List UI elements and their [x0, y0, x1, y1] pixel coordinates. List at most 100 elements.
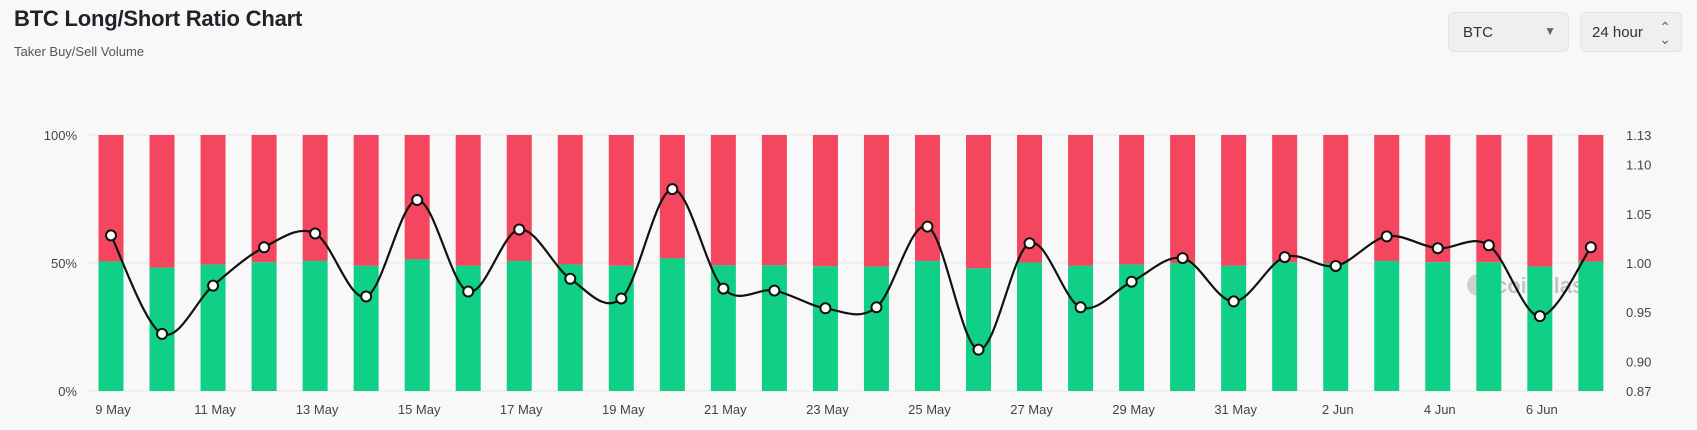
ratio-point — [1482, 239, 1495, 252]
ratio-point — [972, 343, 985, 356]
y-right-tick-label: 1.10 — [1626, 158, 1651, 173]
y-left-tick-label: 0% — [58, 384, 77, 399]
ratio-point — [768, 284, 781, 297]
x-tick-label: 15 May — [398, 402, 441, 417]
ratio-point — [1533, 310, 1546, 323]
long-bar — [966, 268, 992, 391]
x-tick-label: 31 May — [1214, 402, 1257, 417]
asset-select[interactable]: BTC ▼ — [1448, 12, 1569, 52]
y-right-tick-label: 0.90 — [1626, 354, 1651, 369]
x-tick-label: 6 Jun — [1526, 402, 1558, 417]
chart-subtitle: Taker Buy/Sell Volume — [14, 44, 145, 59]
ratio-point — [156, 327, 169, 340]
ratio-point — [105, 229, 117, 242]
ratio-point — [870, 301, 883, 314]
x-tick-label: 23 May — [806, 402, 849, 417]
short-bar — [1170, 135, 1196, 263]
short-bar — [1119, 135, 1145, 265]
short-bar — [710, 135, 736, 266]
ratio-point — [1227, 295, 1240, 308]
long-bar — [1221, 265, 1247, 391]
y-right-tick-label: 0.95 — [1626, 305, 1651, 320]
ratio-point — [615, 292, 628, 305]
ratio-point — [819, 302, 832, 315]
ratio-point — [1125, 275, 1138, 288]
ratio-point — [207, 279, 220, 292]
ratio-point — [1329, 259, 1342, 272]
x-tick-label: 29 May — [1112, 402, 1155, 417]
ratio-point — [513, 223, 526, 236]
ratio-point — [1176, 252, 1189, 265]
ratio-point — [921, 220, 934, 233]
y-left-tick-label: 100% — [44, 128, 78, 143]
short-bar — [1527, 135, 1553, 267]
long-bar — [404, 259, 430, 391]
short-bar — [863, 135, 889, 267]
long-bar — [1527, 266, 1553, 391]
y-right-tick-label: 1.13 — [1626, 128, 1651, 143]
long-bar — [1425, 262, 1451, 391]
short-bar — [1323, 135, 1349, 263]
y-right-tick-label: 1.00 — [1626, 256, 1651, 271]
long-bar — [1476, 262, 1502, 391]
ratio-point — [360, 290, 373, 303]
long-bar — [98, 261, 124, 391]
ratio-point — [717, 282, 730, 295]
y-right-tick-label: 0.87 — [1626, 384, 1651, 399]
ratio-point — [1431, 242, 1444, 255]
short-bar — [1221, 135, 1247, 266]
ratio-point — [1074, 301, 1087, 314]
long-bar — [812, 266, 838, 391]
long-bar — [1170, 263, 1196, 391]
short-bar — [98, 135, 124, 262]
ratio-point — [258, 241, 271, 254]
x-tick-label: 21 May — [704, 402, 747, 417]
ratio-point — [309, 227, 322, 240]
x-tick-label: 9 May — [95, 402, 131, 417]
short-bar — [761, 135, 787, 266]
y-right-tick-label: 1.05 — [1626, 207, 1651, 222]
short-bar — [200, 135, 226, 265]
long-bar — [251, 262, 277, 391]
short-bar — [1272, 135, 1298, 263]
short-bar — [914, 135, 940, 261]
ratio-point — [1584, 241, 1597, 254]
ratio-point — [462, 285, 475, 298]
ratio-point — [564, 272, 577, 285]
short-bar — [557, 135, 583, 265]
x-tick-label: 11 May — [194, 402, 236, 417]
time-range-select[interactable]: 24 hour ⌃ ⌄ — [1580, 12, 1682, 52]
long-bar — [863, 266, 889, 391]
x-tick-label: 17 May — [500, 402, 543, 417]
ratio-point — [666, 183, 679, 196]
short-bar — [353, 135, 379, 266]
long-bar — [506, 260, 532, 391]
short-bar — [251, 135, 277, 263]
x-tick-label: 19 May — [602, 402, 645, 417]
chart-title: BTC Long/Short Ratio Chart — [14, 6, 303, 31]
long-bar — [761, 265, 787, 391]
ratio-point — [1278, 251, 1291, 264]
short-bar — [1578, 135, 1604, 262]
long-bar — [914, 260, 940, 391]
y-left-tick-label: 50% — [51, 256, 77, 271]
x-tick-label: 4 Jun — [1424, 402, 1456, 417]
long-bar — [1272, 262, 1298, 391]
long-bar — [659, 258, 685, 391]
sort-arrows-icon: ⌃ ⌄ — [1659, 19, 1671, 47]
short-bar — [149, 135, 175, 268]
short-bar — [455, 135, 481, 266]
short-bar — [608, 135, 634, 266]
short-bar — [1068, 135, 1094, 266]
x-tick-label: 2 Jun — [1322, 402, 1354, 417]
ratio-point — [411, 193, 424, 206]
ratio-line — [110, 188, 1592, 351]
short-bar — [1425, 135, 1451, 263]
long-bar — [302, 260, 328, 391]
time-range-value: 24 hour — [1592, 23, 1643, 41]
x-tick-label: 27 May — [1010, 402, 1053, 417]
short-bar — [506, 135, 532, 261]
short-bar — [812, 135, 838, 267]
x-tick-label: 13 May — [296, 402, 339, 417]
